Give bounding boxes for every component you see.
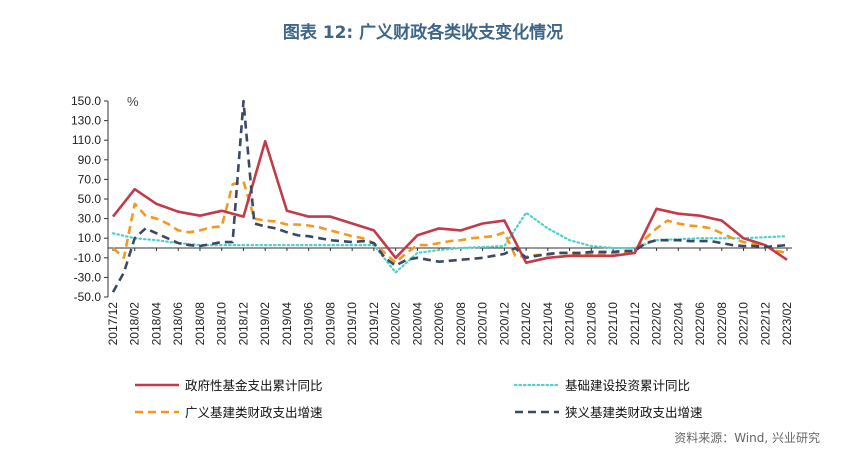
x-tick-label: 2022/06	[693, 302, 707, 346]
x-axis: 2017/12 2018/02 2018/04 2018/06 2018/08 2018/…	[106, 247, 794, 346]
y-tick-label: 90.0	[78, 153, 102, 167]
y-tick-label: 130.0	[71, 114, 101, 128]
x-tick-label: 2021/06	[563, 302, 577, 346]
y-tick-label: 70.0	[78, 172, 102, 186]
y-tick-label: 110.0	[72, 133, 101, 147]
x-tick-label: 2018/04	[149, 302, 163, 346]
y-tick-label: 10.0	[78, 231, 102, 245]
x-tick-label: 2019/06	[302, 302, 316, 346]
x-tick-label: 2018/06	[171, 302, 185, 346]
x-tick-label: 2018/12	[236, 302, 250, 346]
x-tick-label: 2022/04	[671, 302, 685, 346]
x-tick-label: 2021/10	[606, 302, 620, 346]
series-line-2	[112, 180, 788, 264]
y-tick-label: -50.0	[74, 290, 102, 304]
x-tick-label: 2021/04	[541, 302, 555, 346]
y-tick-label: -10.0	[74, 251, 102, 265]
x-tick-label: 2019/12	[367, 302, 381, 346]
x-tick-label: 2019/02	[258, 302, 272, 346]
x-tick-label: 2023/02	[780, 302, 794, 346]
x-tick-label: 2020/04	[410, 302, 424, 346]
y-tick-label: 50.0	[78, 192, 102, 206]
legend-label: 政府性基金支出累计同比	[185, 378, 323, 393]
y-tick-label: 30.0	[78, 212, 102, 226]
x-tick-label: 2020/10	[476, 302, 490, 346]
x-tick-label: 2019/10	[345, 302, 359, 346]
source-note: 资料来源：Wind, 兴业研究	[674, 430, 820, 445]
legend-label: 狭义基建类财政支出增速	[565, 405, 703, 420]
x-tick-label: 2022/10	[737, 302, 751, 346]
x-tick-label: 2022/02	[650, 302, 664, 346]
x-tick-label: 2021/12	[628, 302, 642, 346]
x-tick-label: 2020/02	[389, 302, 403, 346]
x-tick-label: 2019/04	[280, 302, 294, 346]
y-axis: 150.0 130.0 110.0 90.0 70.0 50.0 30.0 10.0 -10.0…	[71, 94, 109, 304]
x-tick-label: 2020/12	[497, 302, 511, 346]
x-tick-label: 2021/08	[584, 302, 598, 346]
plot-area	[111, 99, 789, 293]
series-line-0	[111, 139, 788, 264]
chart-title: 图表 12: 广义财政各类收支变化情况	[283, 22, 563, 43]
x-tick-label: 2020/08	[454, 302, 468, 346]
y-tick-label: 150.0	[71, 94, 101, 108]
x-tick-label: 2020/06	[432, 302, 446, 346]
x-tick-label: 2018/08	[193, 302, 207, 346]
y-tick-label: -30.0	[74, 270, 102, 284]
x-tick-label: 2019/08	[323, 302, 337, 346]
x-tick-label: 2022/12	[758, 302, 772, 346]
x-tick-label: 2018/02	[128, 302, 142, 346]
legend-label: 广义基建类财政支出增速	[185, 405, 323, 420]
x-tick-label: 2022/08	[715, 302, 729, 346]
x-tick-label: 2018/10	[215, 302, 229, 346]
x-tick-label: 2021/02	[519, 302, 533, 346]
series-line-3	[111, 99, 788, 293]
legend-label: 基础建设投资累计同比	[565, 378, 690, 393]
x-tick-label: 2017/12	[106, 302, 120, 346]
unit-label: %	[127, 94, 139, 109]
